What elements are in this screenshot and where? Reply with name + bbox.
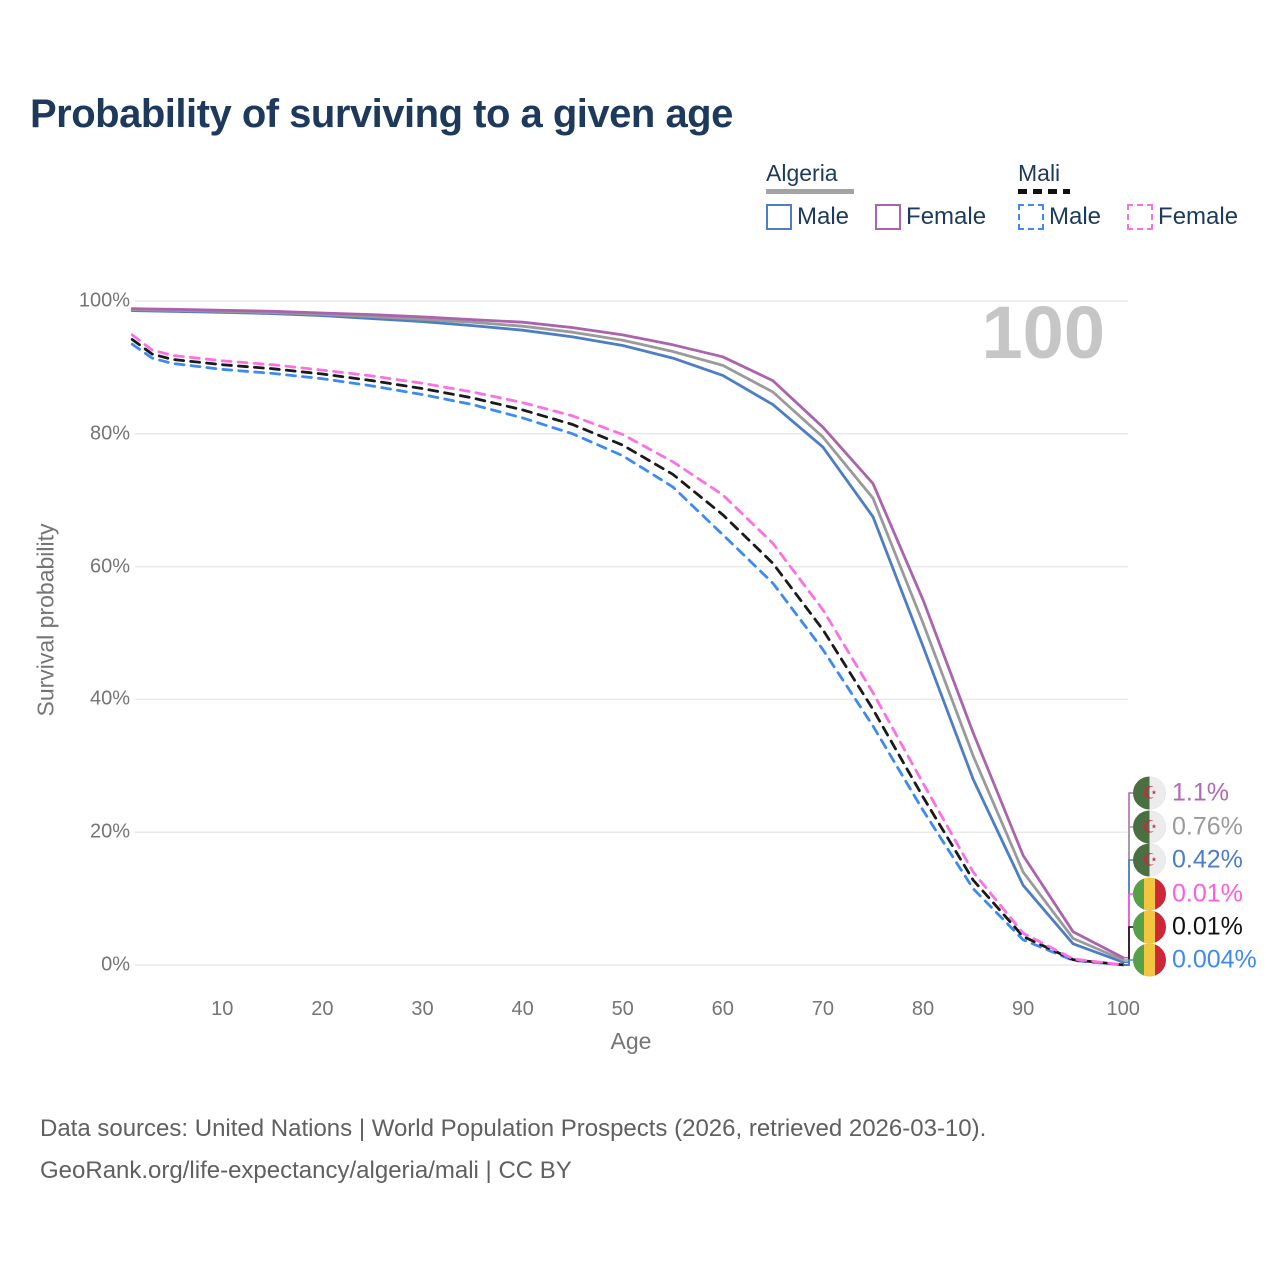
x-tick-20: 20 — [311, 998, 334, 1020]
x-tick-100: 100 — [1106, 998, 1140, 1020]
legend-item-algeria-male[interactable]: Male — [766, 203, 849, 231]
legend-country-label: Mali — [1018, 160, 1061, 186]
legend-swatch-icon — [766, 204, 792, 230]
footer: Data sources: United Nations | World Pop… — [40, 1108, 986, 1192]
legend-item-mali-male[interactable]: Male — [1018, 203, 1101, 231]
series-line-mali-female[interactable] — [130, 333, 1125, 967]
end-label-mali-female: 0.01% — [1133, 877, 1243, 911]
page-title: Probability of surviving to a given age — [30, 92, 733, 136]
x-tick-10: 10 — [211, 998, 234, 1020]
x-tick-80: 80 — [911, 998, 935, 1020]
legend-linestyle-swatch — [766, 189, 854, 194]
y-tick-60: 60% — [89, 555, 130, 578]
mali-flag-icon — [1133, 877, 1166, 911]
x-tick-60: 60 — [711, 998, 734, 1020]
y-axis-title: Survival probability — [32, 523, 59, 717]
legend-swatch-icon — [1018, 204, 1044, 230]
y-tick-20: 20% — [89, 820, 130, 843]
end-label-algeria-both-sexes: 0.76% — [1133, 810, 1243, 844]
end-label-algeria-female: 1.1% — [1133, 776, 1229, 810]
x-tick-90: 90 — [1011, 998, 1035, 1020]
legend-item-label: Female — [906, 203, 987, 230]
end-label-mali-both-sexes: 0.01% — [1133, 910, 1243, 944]
mali-flag-icon — [1133, 943, 1166, 977]
legend-item-algeria-female[interactable]: Female — [875, 203, 986, 231]
series-line-mali-both-sexes[interactable] — [130, 338, 1125, 967]
end-label-value: 0.01% — [1172, 879, 1243, 908]
series-line-algeria-both-sexes[interactable] — [130, 308, 1125, 962]
legend-item-label: Male — [797, 203, 850, 230]
legend-country-label: Algeria — [766, 160, 838, 186]
end-label-mali-male: 0.004% — [1133, 943, 1257, 977]
algeria-flag-icon — [1133, 810, 1166, 844]
legend: Algeria Male Female Mali Male Female — [0, 160, 1280, 250]
x-tick-70: 70 — [811, 998, 835, 1020]
mali-flag-icon — [1133, 910, 1166, 944]
legend-item-label: Female — [1158, 203, 1239, 230]
end-label-value: 0.004% — [1172, 945, 1257, 974]
end-label-value: 0.76% — [1172, 812, 1243, 841]
series-line-algeria-male[interactable] — [130, 309, 1125, 964]
end-label-algeria-male: 0.42% — [1133, 843, 1243, 877]
algeria-flag-icon — [1133, 776, 1166, 810]
x-tick-40: 40 — [511, 998, 534, 1020]
x-tick-50: 50 — [611, 998, 634, 1020]
legend-swatch-icon — [875, 204, 902, 230]
series-line-algeria-female[interactable] — [130, 307, 1125, 960]
footer-sources: Data sources: United Nations | World Pop… — [40, 1115, 987, 1142]
x-axis-title: Age — [610, 1028, 652, 1054]
end-label-value: 0.42% — [1172, 845, 1243, 874]
algeria-flag-icon — [1133, 843, 1166, 877]
legend-group-mali: Mali Male Female — [1018, 160, 1264, 231]
end-label-value: 1.1% — [1172, 778, 1229, 807]
legend-item-mali-female[interactable]: Female — [1127, 203, 1238, 231]
footer-citation[interactable]: GeoRank.org/life-expectancy/algeria/mali… — [40, 1157, 572, 1184]
end-label-value: 0.01% — [1172, 912, 1243, 941]
y-tick-0: 0% — [101, 953, 130, 976]
legend-swatch-icon — [1127, 204, 1154, 230]
y-tick-80: 80% — [89, 422, 130, 445]
x-tick-30: 30 — [411, 998, 434, 1020]
legend-item-label: Male — [1049, 203, 1102, 230]
legend-group-algeria: Algeria Male Female — [766, 160, 1012, 231]
y-tick-100: 100% — [78, 289, 130, 312]
series-line-mali-male[interactable] — [130, 342, 1125, 967]
hovered-age-indicator: 100 — [981, 291, 1105, 374]
y-tick-40: 40% — [89, 687, 130, 710]
legend-linestyle-swatch — [1018, 189, 1070, 194]
